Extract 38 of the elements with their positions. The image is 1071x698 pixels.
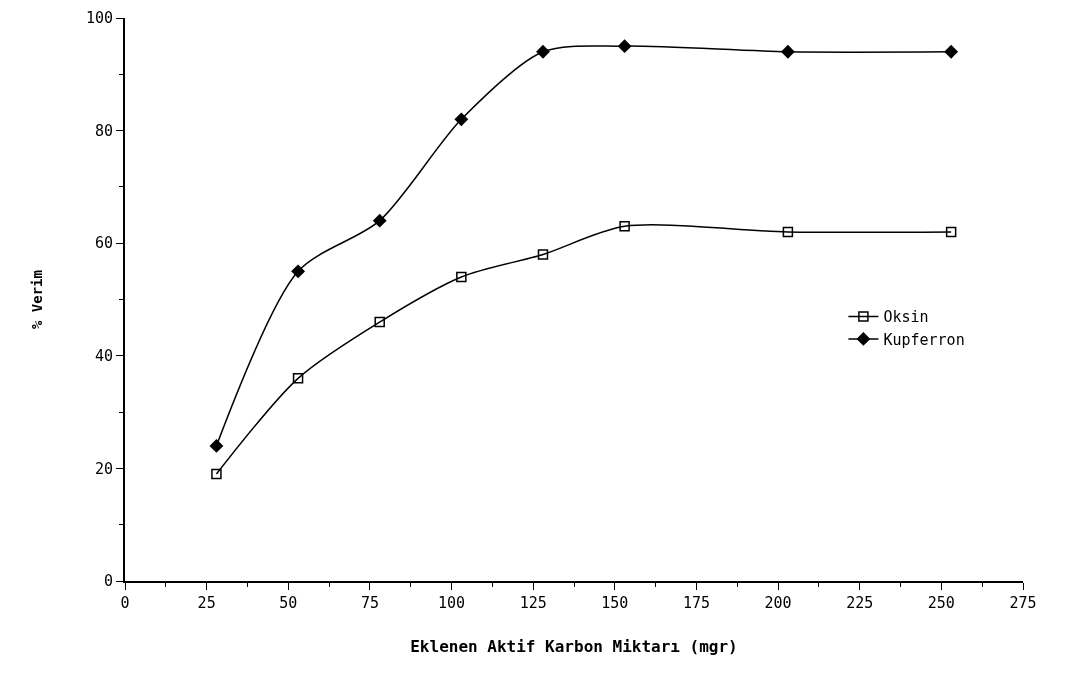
- y-tick-label: 0: [103, 572, 113, 591]
- point: [945, 226, 957, 238]
- x-tick-label: 225: [846, 594, 874, 612]
- point: [456, 271, 467, 283]
- point: [782, 226, 794, 238]
- point: [537, 249, 549, 260]
- point: [374, 316, 385, 328]
- point: [291, 264, 305, 278]
- y-tick-label: 100: [85, 9, 113, 28]
- point: [619, 221, 630, 232]
- y-tick-label: 20: [94, 459, 113, 478]
- legend-label: Oksin: [883, 308, 929, 327]
- point: [536, 45, 550, 59]
- point: [454, 112, 468, 126]
- point: [292, 373, 304, 384]
- x-tick-label: 125: [519, 594, 547, 612]
- x-tick-label: 25: [197, 594, 216, 612]
- point: [944, 45, 958, 59]
- x-tick-label: 75: [360, 594, 379, 612]
- x-tick-label: 100: [438, 594, 466, 612]
- x-tick-label: 0: [120, 594, 130, 612]
- point: [209, 439, 224, 453]
- legend-label: Kupferron: [883, 330, 965, 349]
- point: [618, 39, 632, 53]
- x-tick-label: 150: [601, 594, 629, 612]
- point: [781, 45, 795, 59]
- y-axis-title: % Verim: [29, 269, 46, 330]
- x-tick-label: 250: [927, 594, 955, 612]
- x-tick-label: 275: [1009, 594, 1037, 612]
- x-tick-label: 175: [682, 594, 710, 612]
- x-tick-label: 200: [764, 594, 792, 612]
- point: [211, 468, 222, 480]
- x-axis-title: Eklenen Aktif Karbon Miktarı (mgr): [410, 637, 738, 657]
- y-tick-label: 60: [94, 234, 113, 253]
- x-tick-label: 50: [279, 594, 298, 612]
- y-tick-label: 80: [94, 121, 113, 140]
- y-tick-label: 40: [94, 347, 113, 366]
- point: [373, 214, 387, 228]
